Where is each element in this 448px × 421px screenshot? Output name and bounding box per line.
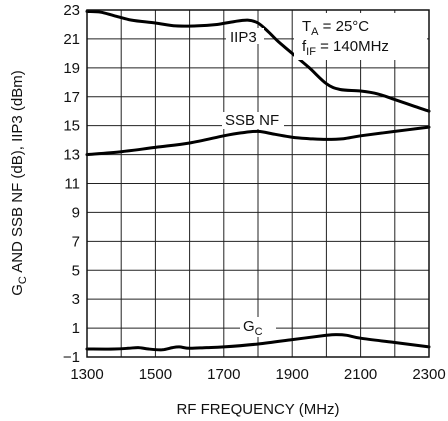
y-tick-label: 23	[63, 2, 80, 19]
ssb-nf-label-bg	[222, 112, 284, 129]
x-tick-label: 2100	[344, 366, 377, 383]
x-tick-label: 1700	[207, 366, 240, 383]
y-axis-label-sub: C	[17, 276, 29, 284]
y-tick-label: 1	[72, 320, 80, 337]
y-tick-label: −1	[63, 349, 80, 366]
x-tick-label: 2300	[412, 366, 445, 383]
gc-label-bg	[240, 317, 276, 337]
y-tick-label: 3	[72, 291, 80, 308]
x-tick-label: 1900	[276, 366, 309, 383]
gc-label-main: G	[243, 318, 255, 335]
conditions-bg	[294, 13, 427, 60]
y-tick-label: 19	[63, 60, 80, 77]
y-tick-label: 9	[72, 204, 80, 221]
grid	[87, 10, 429, 357]
y-axis-label-main: G	[9, 284, 26, 296]
x-tick-label: 1500	[139, 366, 172, 383]
series-group	[85, 9, 431, 352]
x-axis-label: RF FREQUENCY (MHz)	[176, 401, 339, 418]
y-tick-label: 15	[63, 118, 80, 135]
y-tick-label: 11	[64, 176, 80, 193]
y-tick-label: 13	[63, 147, 80, 164]
gc-label-sub: C	[255, 326, 263, 338]
plot-frame	[86, 9, 430, 358]
ssb-nf-label: SSB NF	[225, 112, 279, 129]
fif-condition: fIF = 140MHz	[302, 38, 389, 58]
x-tick-label: 1300	[70, 366, 103, 383]
y-tick-label: 17	[63, 89, 80, 106]
fif-main: f	[302, 38, 307, 55]
ta-condition: TA = 25°C	[302, 18, 369, 38]
series-line-ssb-nf	[85, 125, 431, 157]
fif-sub: IF	[306, 46, 316, 58]
fif-value: = 140MHz	[316, 38, 389, 55]
ta-value: = 25°C	[319, 18, 370, 35]
y-tick-label: 21	[63, 31, 80, 48]
series-line-gc	[85, 333, 431, 352]
series-line-iip3	[85, 9, 431, 113]
iip3-label: IIP3	[230, 29, 257, 46]
ta-sub: A	[311, 26, 319, 38]
y-axis-label: GC AND SSB NF (dB), IIP3 (dBm)	[9, 70, 29, 296]
y-axis-label-rest: AND SSB NF (dB), IIP3 (dBm)	[9, 70, 26, 276]
gc-label: GC	[243, 318, 263, 338]
y-tick-label: 7	[72, 233, 80, 250]
iip3-label-bg	[226, 28, 264, 44]
y-tick-label: 5	[72, 262, 80, 279]
ta-main: T	[302, 18, 311, 35]
